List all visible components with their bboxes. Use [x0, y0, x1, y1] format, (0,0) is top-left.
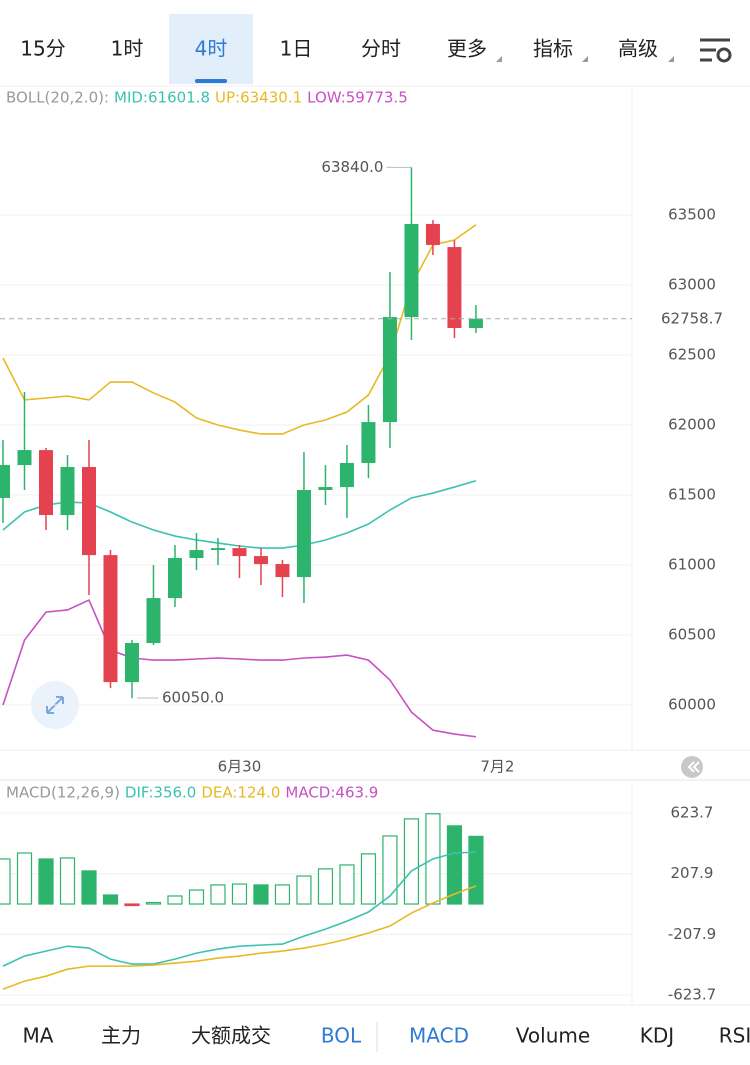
- indicator-tab[interactable]: BOL: [321, 1024, 362, 1048]
- y-tick-label: 63500: [668, 205, 716, 223]
- candle-body: [103, 555, 118, 683]
- collapse-button[interactable]: [681, 756, 703, 778]
- candle-body: [39, 450, 54, 516]
- tab[interactable]: 1日: [280, 37, 313, 61]
- min-label: 60050.0: [162, 689, 224, 707]
- legend-entry: LOW:59773.5: [307, 89, 408, 107]
- legend-entry: DEA:124.0: [201, 784, 280, 802]
- candle-body: [275, 564, 290, 578]
- indicator-tab[interactable]: Volume: [516, 1024, 590, 1048]
- y-tick-label: 62500: [668, 346, 716, 364]
- y-tick-label: 60000: [668, 696, 716, 714]
- indicator-tab[interactable]: KDJ: [640, 1024, 674, 1048]
- y-tick-label: 207.9: [671, 864, 714, 882]
- candle-body: [253, 556, 268, 565]
- macd-bar: [16, 852, 33, 905]
- macd-bar: [59, 857, 76, 905]
- candle-body: [0, 465, 11, 498]
- legend-entry: MACD(12,26,9): [6, 784, 120, 802]
- settings-icon[interactable]: [700, 38, 732, 63]
- tab[interactable]: 指标: [533, 37, 573, 61]
- tab[interactable]: 高级: [618, 37, 658, 61]
- dropdown-markers: [496, 56, 674, 62]
- candle-body: [318, 487, 333, 490]
- last-price-tag: [640, 305, 744, 332]
- legend-entry: BOLL(20,2.0):: [6, 89, 109, 107]
- y-tick-label: -623.7: [668, 985, 716, 1003]
- macd-bar: [296, 875, 312, 905]
- candle-body: [17, 450, 32, 466]
- macd-bar: [274, 884, 291, 905]
- legend-entry: MID:61601.8: [114, 89, 210, 107]
- boll-line: [2, 224, 477, 435]
- candle-body: [361, 422, 376, 463]
- y-tick-label: 61500: [668, 486, 716, 504]
- indicator-tab[interactable]: MACD: [409, 1024, 469, 1048]
- active-tab-bg: [169, 14, 253, 84]
- max-label: 63840.0: [321, 158, 383, 176]
- macd-line: [2, 885, 477, 990]
- candle-body: [124, 643, 139, 683]
- indicator-tab[interactable]: 主力: [101, 1024, 141, 1048]
- y-tick-label: 63000: [668, 276, 716, 294]
- candle-body: [167, 558, 182, 599]
- macd-bar: [403, 818, 420, 905]
- candle-body: [425, 223, 440, 245]
- candle-body: [189, 550, 204, 559]
- candle-body: [81, 467, 96, 556]
- candle-body: [60, 467, 75, 516]
- y-tick-label: 61000: [668, 556, 716, 574]
- last-price-label: 62758.7: [661, 309, 723, 327]
- macd-bar: [102, 894, 119, 905]
- candle-body: [296, 489, 311, 578]
- x-tick-label: 6月30: [218, 758, 262, 776]
- tab[interactable]: 4时: [195, 37, 228, 61]
- legend-entry: UP:63430.1: [215, 89, 302, 107]
- x-tick-label: 7月2: [480, 758, 514, 776]
- macd-bar: [468, 835, 484, 905]
- macd-bar: [81, 870, 97, 905]
- macd-bar: [253, 884, 269, 905]
- indicator-tab[interactable]: 大额成交: [191, 1024, 271, 1048]
- candle-body: [146, 598, 161, 644]
- macd-bar: [167, 895, 183, 905]
- tab[interactable]: 15分: [20, 37, 65, 61]
- tab[interactable]: 分时: [361, 37, 401, 61]
- macd-bar: [339, 864, 355, 905]
- candle-body: [339, 462, 354, 488]
- macd-bar: [124, 903, 140, 907]
- y-tick-label: 623.7: [671, 804, 714, 822]
- macd-bar: [446, 825, 463, 905]
- macd-bar: [210, 884, 226, 905]
- boll-line: [2, 598, 477, 738]
- indicator-tab[interactable]: MA: [23, 1024, 54, 1048]
- active-tab-underline: [195, 79, 227, 83]
- candle-body: [210, 548, 225, 551]
- y-tick-label: -207.9: [668, 925, 716, 943]
- macd-bar: [360, 853, 377, 905]
- macd-bar: [231, 883, 248, 905]
- candle-body: [404, 223, 419, 318]
- macd-bar: [317, 868, 334, 905]
- candle-body: [382, 317, 397, 423]
- candle-body: [447, 247, 462, 328]
- macd-bar: [382, 835, 398, 905]
- candle-body: [232, 548, 247, 557]
- y-tick-label: 62000: [668, 416, 716, 434]
- tab[interactable]: 1时: [111, 37, 144, 61]
- tab[interactable]: 更多: [447, 37, 487, 61]
- macd-bar: [0, 858, 11, 905]
- y-tick-label: 60500: [668, 626, 716, 644]
- indicator-tab[interactable]: RSI: [719, 1024, 750, 1048]
- legend-entry: MACD:463.9: [285, 784, 378, 802]
- macd-line: [2, 851, 476, 967]
- macd-bar: [145, 901, 162, 905]
- legend-entry: DIF:356.0: [125, 784, 196, 802]
- macd-bar: [188, 889, 205, 905]
- candle-body: [468, 318, 483, 328]
- macd-bar: [38, 858, 54, 905]
